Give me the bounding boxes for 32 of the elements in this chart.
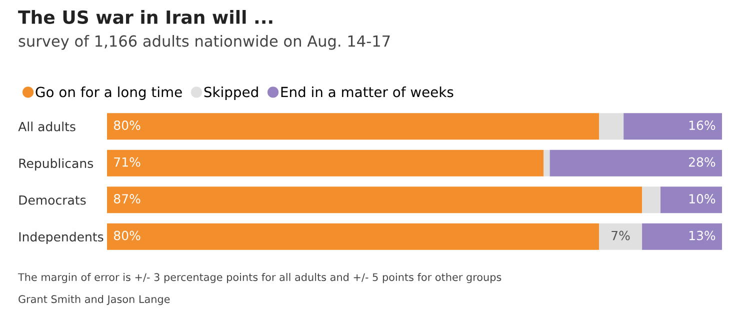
bar xyxy=(544,150,550,176)
bar xyxy=(599,113,624,140)
data-label: 7% xyxy=(612,230,630,240)
chart-title: The US war in Iran will ... xyxy=(18,10,272,24)
data-label: 80% xyxy=(114,120,140,130)
data-label: 10% xyxy=(689,194,716,204)
text: The margin of error is +/- 3 percentage points for all adults and +/- 5 points for other groups xyxy=(18,273,502,284)
bar xyxy=(599,223,642,250)
data-label: 16% xyxy=(689,120,716,130)
bar xyxy=(107,223,599,250)
legend-label: Skipped xyxy=(204,86,258,100)
bar xyxy=(642,223,722,250)
y-tick-label: All adults xyxy=(18,122,76,132)
bar xyxy=(107,150,544,176)
bar xyxy=(642,186,660,214)
data-label: 80% xyxy=(114,230,140,240)
chart-subtitle: survey of 1,166 adults nationwide on Aug. 14-17 xyxy=(18,35,390,50)
data-label: 28% xyxy=(688,157,716,167)
text: Grant Smith and Jason Lange xyxy=(18,295,170,306)
bar xyxy=(550,150,722,176)
bar xyxy=(624,113,722,140)
bar xyxy=(107,113,599,140)
legend-label: Go on for a long time xyxy=(36,86,182,100)
data-label: 71% xyxy=(114,157,140,167)
legend-label: End in a matter of weeks xyxy=(281,86,454,98)
data-label: 87% xyxy=(114,194,140,204)
y-tick-label: Democrats xyxy=(19,196,86,205)
data-label: 13% xyxy=(689,230,716,240)
bar xyxy=(660,186,722,214)
bar xyxy=(107,186,642,214)
y-tick-label: Independents xyxy=(19,232,104,244)
y-tick-label: Republicans xyxy=(19,158,94,170)
